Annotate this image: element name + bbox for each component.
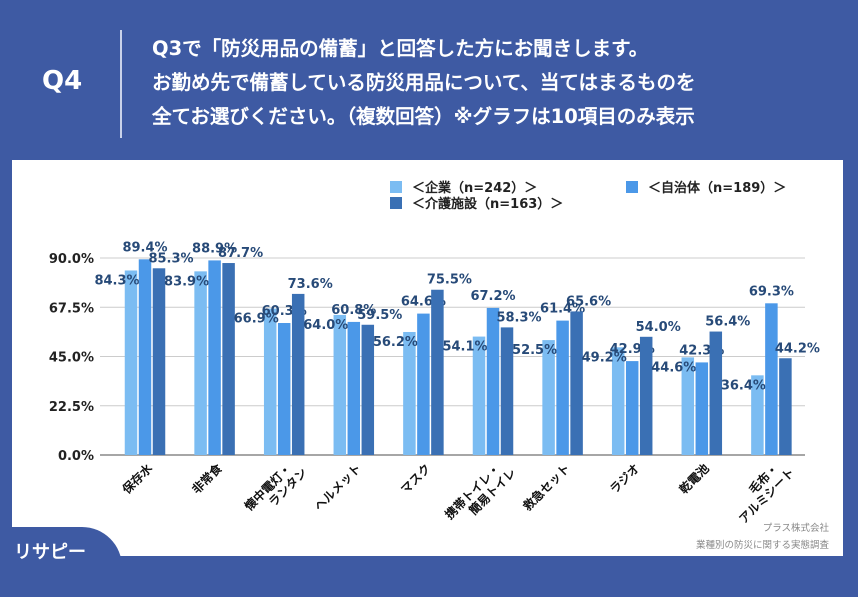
y-tick-label: 90.0% bbox=[49, 252, 94, 267]
bar bbox=[625, 361, 639, 455]
data-label: 69.3% bbox=[749, 284, 794, 299]
bar bbox=[542, 340, 555, 455]
bar-chart: 0.0% 22.5% 45.0% 67.5% 90.0%84.3% 89.4%85.3% 保… bbox=[49, 240, 820, 532]
logo: リサピー bbox=[14, 542, 86, 563]
bar bbox=[556, 320, 569, 455]
data-label: 44.2% bbox=[775, 341, 820, 356]
x-tick-label: ラジオ bbox=[607, 461, 642, 496]
data-label: 64.0% bbox=[303, 318, 348, 333]
legend-item-company: ＜企業（n=242）＞ bbox=[390, 177, 537, 196]
x-tick-label: 保存水 bbox=[118, 460, 155, 497]
bar bbox=[611, 347, 625, 455]
data-label: 84.3% bbox=[94, 273, 139, 288]
legend-swatch bbox=[390, 180, 402, 193]
bar bbox=[681, 357, 695, 455]
chart-card: ＜企業（n=242）＞ ＜自治体（n=189）＞ ＜介護施設（n=163）＞ 0… bbox=[12, 160, 843, 556]
data-label: 54.1% bbox=[442, 340, 487, 355]
data-label: 73.6% bbox=[288, 277, 333, 292]
y-tick-label: 45.0% bbox=[49, 351, 94, 366]
data-label: 67.2% bbox=[470, 289, 515, 304]
legend-label: ＜自治体（n=189）＞ bbox=[648, 181, 787, 196]
bar bbox=[263, 308, 277, 455]
bar bbox=[361, 324, 375, 455]
bar bbox=[347, 321, 361, 455]
bar bbox=[138, 259, 152, 455]
x-tick-label: 毛布・アルミシート bbox=[726, 455, 797, 526]
data-label: 36.4% bbox=[721, 378, 766, 393]
data-label: 83.9% bbox=[164, 274, 209, 289]
x-tick-label: 救急セット bbox=[520, 461, 573, 514]
data-label: 88.9% bbox=[192, 241, 237, 256]
data-label: 52.5% bbox=[512, 343, 557, 358]
bar bbox=[403, 331, 416, 455]
legend-label: ＜企業（n=242）＞ bbox=[412, 181, 538, 196]
bar bbox=[152, 268, 166, 455]
data-label: 56.4% bbox=[705, 315, 750, 330]
x-tick-label: 非常食 bbox=[189, 460, 226, 497]
data-label: 49.2% bbox=[582, 350, 627, 365]
divider bbox=[120, 30, 122, 138]
bar bbox=[431, 289, 444, 455]
bar bbox=[222, 263, 235, 455]
data-label: 60.8% bbox=[331, 303, 376, 318]
legend-item-care: ＜介護施設（n=163）＞ bbox=[390, 193, 563, 212]
data-label: 87.7% bbox=[218, 246, 263, 261]
x-tick-label: 携帯トイレ・簡易トイレ bbox=[442, 455, 519, 532]
bar bbox=[709, 331, 723, 455]
source-company: プラス株式会社 bbox=[762, 523, 829, 534]
x-tick-label: マスク bbox=[398, 461, 433, 496]
data-label: 44.6% bbox=[651, 360, 696, 375]
bar bbox=[570, 311, 583, 455]
bar bbox=[639, 336, 653, 455]
data-label: 59.5% bbox=[357, 308, 402, 323]
bar bbox=[765, 303, 778, 455]
bar bbox=[486, 307, 500, 455]
bar bbox=[695, 362, 709, 455]
y-tick-label: 22.5% bbox=[49, 400, 94, 415]
y-tick-label: 67.5% bbox=[49, 301, 94, 316]
data-label: 54.0% bbox=[636, 320, 681, 335]
data-label: 56.2% bbox=[373, 335, 418, 350]
bar bbox=[500, 327, 514, 455]
bar bbox=[124, 270, 138, 455]
data-label: 58.3% bbox=[496, 310, 541, 325]
data-label: 75.5% bbox=[427, 273, 472, 288]
legend-swatch bbox=[626, 180, 638, 193]
x-tick-label: ヘルメット bbox=[312, 461, 364, 513]
data-label: 85.3% bbox=[148, 251, 193, 266]
source: プラス株式会社業種別の防災に関する実態調査 bbox=[696, 520, 829, 554]
bar bbox=[208, 260, 221, 455]
legend-swatch bbox=[390, 196, 402, 209]
data-label: 89.4% bbox=[122, 240, 167, 255]
data-label: 66.9% bbox=[234, 312, 279, 327]
question-title: Q3で「防災用品の備蓄」と回答した方にお聞きします。 お勤め先で備蓄している防災… bbox=[152, 37, 696, 128]
legend-item-municipality: ＜自治体（n=189）＞ bbox=[626, 177, 786, 196]
bar bbox=[417, 313, 430, 455]
x-tick-label: 乾電池 bbox=[676, 461, 712, 497]
bar bbox=[751, 375, 764, 455]
legend-label: ＜介護施設（n=163）＞ bbox=[412, 197, 564, 212]
source-survey: 業種別の防災に関する実態調査 bbox=[695, 540, 829, 551]
bar bbox=[291, 293, 305, 455]
bar bbox=[779, 358, 792, 455]
bar bbox=[277, 323, 291, 455]
bar bbox=[333, 314, 347, 455]
x-tick-label: 懐中電灯・ランタン bbox=[241, 455, 310, 524]
bar bbox=[194, 271, 207, 455]
data-label: 65.6% bbox=[566, 294, 611, 309]
y-tick-label: 0.0% bbox=[58, 449, 94, 464]
bar bbox=[472, 336, 486, 455]
question-number: Q4 bbox=[42, 66, 83, 96]
